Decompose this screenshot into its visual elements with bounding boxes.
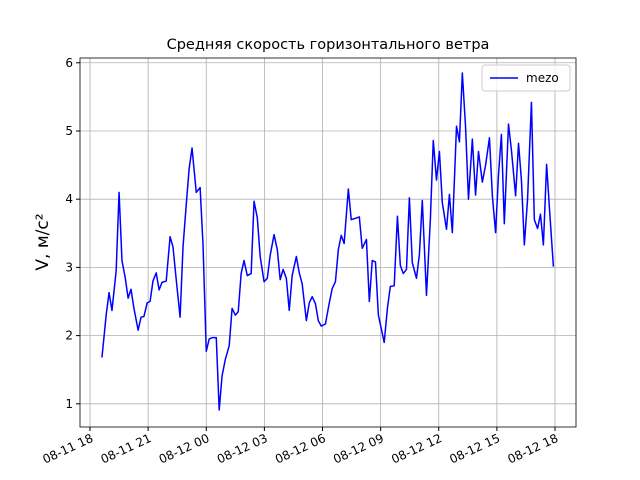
legend-label: mezo — [526, 71, 559, 85]
x-tick-label: 08-12 06 — [273, 431, 328, 466]
axes-frame — [79, 57, 577, 428]
x-tick-label: 08-12 03 — [215, 431, 270, 466]
x-tick-label: 08-11 18 — [40, 431, 95, 466]
x-tick-label: 08-12 00 — [157, 431, 212, 466]
x-tick-label: 08-12 15 — [447, 431, 502, 466]
legend-box — [481, 64, 571, 92]
y-tick-label: 2 — [65, 329, 73, 343]
y-tick-label: 4 — [65, 192, 73, 206]
y-tick-label: 1 — [65, 397, 73, 411]
x-tick-label: 08-12 18 — [505, 431, 560, 466]
x-tick-label: 08-11 21 — [99, 431, 154, 466]
y-axis-label: V, м/с² — [33, 213, 53, 270]
y-tick-label: 6 — [65, 56, 73, 70]
y-tick-label: 3 — [65, 260, 73, 274]
data-line — [101, 72, 555, 411]
x-tick-label: 08-12 09 — [331, 431, 386, 466]
y-tick-label: 5 — [65, 124, 73, 138]
x-tick-label: 08-12 12 — [389, 431, 444, 466]
chart-title: Средняя скорость горизонтального ветра — [167, 37, 490, 53]
